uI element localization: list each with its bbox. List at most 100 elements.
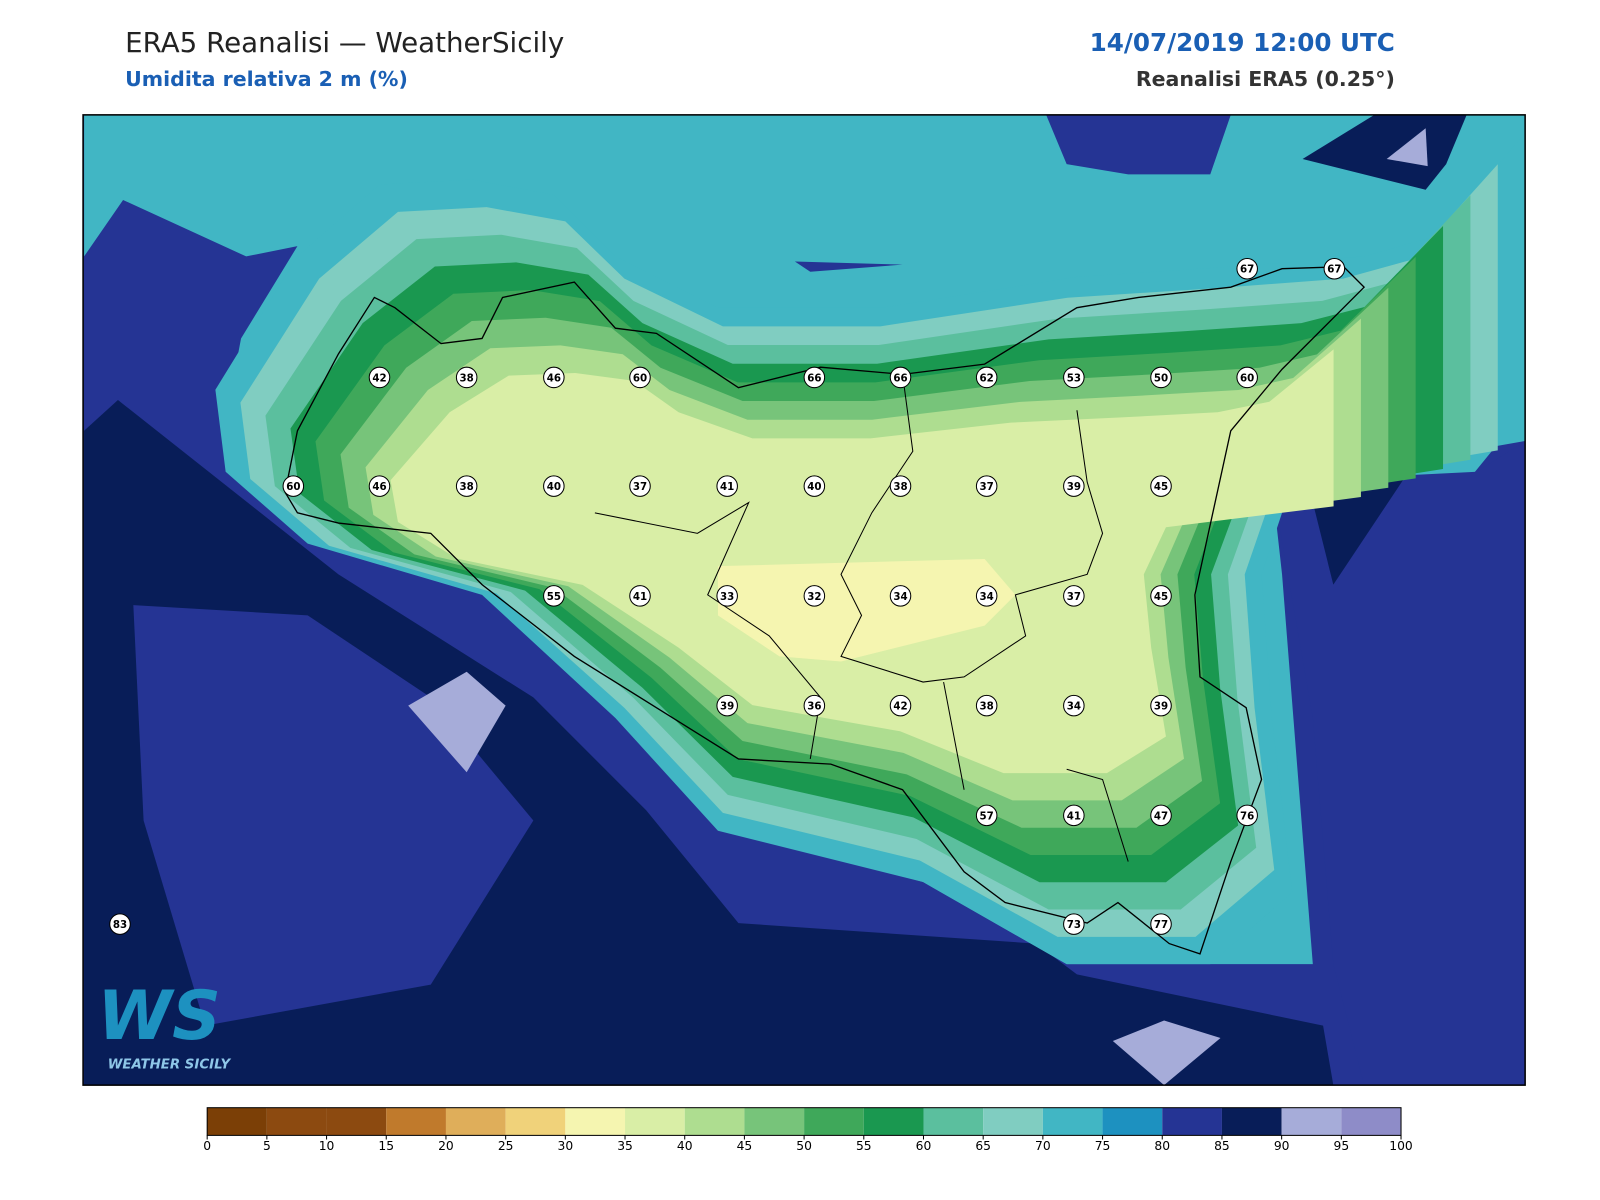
field-dark <box>1271 441 1526 1086</box>
station-marker <box>1150 366 1172 389</box>
colorbar-swatch <box>625 1107 685 1136</box>
station-value: 47 <box>1154 810 1168 822</box>
station-marker <box>109 913 131 935</box>
colorbar-tick-label: 5 <box>263 1139 271 1153</box>
station-value: 45 <box>1154 481 1168 493</box>
colorbar-tick-label: 70 <box>1035 1139 1051 1153</box>
colorbar-tick-label: 80 <box>1154 1139 1170 1153</box>
station-marker <box>282 475 305 497</box>
station-value: 39 <box>1154 701 1168 713</box>
station-value: 60 <box>1240 372 1254 384</box>
colorbar-swatch <box>863 1107 924 1136</box>
colorbar-tick-label: 20 <box>438 1139 454 1153</box>
station-value: 83 <box>113 919 127 931</box>
station-value: 37 <box>1067 591 1081 603</box>
field-dark <box>1046 114 1231 175</box>
source: Reanalisi ERA5 (0.25°) <box>1136 67 1395 91</box>
colorbar-swatch <box>923 1107 984 1136</box>
colorbar-swatch <box>1162 1107 1222 1136</box>
station-marker <box>803 366 826 389</box>
station-marker <box>1063 366 1085 389</box>
station-marker <box>455 366 478 389</box>
station-value: 32 <box>807 591 821 603</box>
station-marker <box>455 475 478 497</box>
station-marker <box>716 475 738 497</box>
station-value: 46 <box>372 481 386 493</box>
subtitle: Umidita relativa 2 m (%) <box>125 67 408 91</box>
station-marker <box>1063 475 1085 497</box>
colorbar-swatch <box>266 1107 327 1136</box>
station-marker <box>543 366 565 389</box>
station-marker <box>975 804 998 827</box>
station-value: 39 <box>1067 481 1081 493</box>
station-marker <box>975 694 998 717</box>
station-value: 60 <box>633 372 647 384</box>
station-marker <box>975 475 998 497</box>
station-value: 76 <box>1240 810 1254 822</box>
station-value: 55 <box>547 591 561 603</box>
colorbar-tick-label: 40 <box>677 1139 693 1153</box>
colorbar-tick-label: 45 <box>737 1139 753 1153</box>
station-value: 38 <box>980 701 994 713</box>
colorbar-tick-label: 100 <box>1389 1139 1412 1153</box>
station-marker <box>543 585 565 607</box>
colorbar: 0 5 10 15 20 25 30 35 40 45 50 55 60 65 70 75 80 85 90 95 10… <box>203 1107 1413 1153</box>
colorbar-tick-label: 75 <box>1095 1139 1111 1153</box>
colorbar-swatch <box>386 1107 446 1136</box>
colorbar-tick-label: 0 <box>203 1139 211 1153</box>
station-value: 45 <box>1154 591 1168 603</box>
region-border <box>594 374 1129 862</box>
field-dark <box>794 261 903 272</box>
station-marker <box>1150 804 1172 827</box>
station-value: 77 <box>1154 919 1168 931</box>
station-marker <box>629 366 651 389</box>
station-value: 67 <box>1327 264 1341 276</box>
station-value: 50 <box>1154 372 1168 384</box>
station-value: 34 <box>1067 701 1081 713</box>
colorbar-swatch <box>744 1107 805 1136</box>
contour-band <box>717 558 1016 662</box>
colorbar-swatch <box>804 1107 864 1136</box>
colorbar-swatch <box>505 1107 566 1136</box>
colorbar-tick-label: 65 <box>975 1139 991 1153</box>
colorbar-swatch <box>326 1107 387 1136</box>
station-marker <box>368 475 391 497</box>
station-value: 33 <box>720 591 734 603</box>
coastline <box>284 265 1366 955</box>
station-value: 42 <box>372 372 386 384</box>
station-marker <box>889 585 912 607</box>
colorbar-tick-label: 60 <box>916 1139 932 1153</box>
datetime: 14/07/2019 12:00 UTC <box>1090 28 1395 57</box>
colorbar-tick-label: 55 <box>856 1139 872 1153</box>
station-value: 38 <box>893 481 907 493</box>
station-marker <box>1150 585 1172 607</box>
station-value: 37 <box>633 481 647 493</box>
logo-mark: WS <box>97 976 220 1055</box>
station-marker <box>1150 913 1172 935</box>
station-marker <box>889 366 912 389</box>
station-marker <box>1150 475 1172 497</box>
station-value: 46 <box>547 372 561 384</box>
colorbar-tick-label: 90 <box>1274 1139 1290 1153</box>
colorbar-tick-label: 10 <box>319 1139 335 1153</box>
station-value: 39 <box>720 701 734 713</box>
station-marker <box>629 585 651 607</box>
station-marker <box>889 694 912 717</box>
station-marker <box>1063 804 1085 827</box>
colorbar-tick-label: 50 <box>796 1139 812 1153</box>
station-value: 66 <box>893 372 907 384</box>
station-value: 73 <box>1067 919 1081 931</box>
contour-band <box>1386 128 1428 167</box>
station-value: 40 <box>807 481 821 493</box>
colorbar-swatch <box>684 1107 745 1136</box>
station-value: 38 <box>460 372 474 384</box>
station-value: 62 <box>980 372 994 384</box>
colorbar-swatch <box>445 1107 506 1136</box>
station-marker <box>1323 257 1346 280</box>
station-marker <box>1236 257 1258 280</box>
colorbar-tick-label: 15 <box>378 1139 394 1153</box>
station-value: 34 <box>893 591 907 603</box>
contour-band <box>1112 1020 1221 1086</box>
colorbar-swatch <box>207 1107 267 1136</box>
